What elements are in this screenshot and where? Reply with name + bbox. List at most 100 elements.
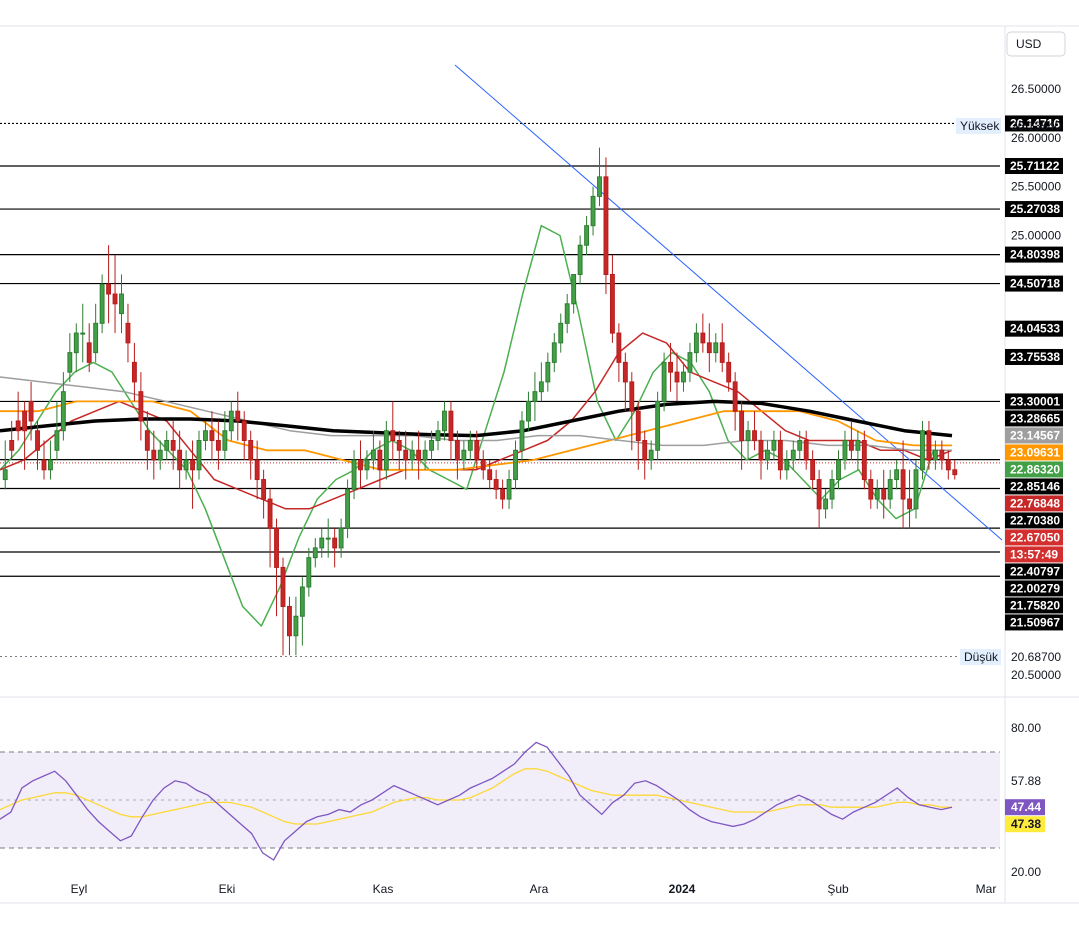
- candle-body: [448, 410, 454, 441]
- candle: [538, 362, 544, 402]
- candle: [726, 352, 732, 392]
- price-tag-bg: [1005, 444, 1063, 461]
- rsi-tag-label: 47.38: [1011, 817, 1041, 831]
- price-tag-label: 25.27038: [1010, 202, 1060, 216]
- low-value: 20.68700: [1011, 650, 1061, 664]
- candle-body: [422, 449, 428, 461]
- candle: [816, 469, 822, 529]
- candle: [577, 235, 583, 285]
- rsi-tick-label: 20.00: [1011, 865, 1041, 879]
- price-tag-bg: [1005, 478, 1063, 495]
- price-tag-bg: [1005, 597, 1063, 614]
- candle: [480, 450, 486, 480]
- candle-body: [739, 410, 745, 441]
- candle: [435, 420, 441, 451]
- candle: [383, 420, 389, 480]
- candle-body: [726, 361, 732, 383]
- candle-body: [648, 449, 654, 461]
- candle-body: [248, 439, 254, 461]
- rsi-tag-bg: [1005, 816, 1045, 833]
- price-tag: 13:57:49: [1005, 546, 1063, 563]
- candle: [86, 323, 92, 373]
- candle-body: [842, 439, 848, 461]
- candle-body: [274, 527, 279, 568]
- candle-body: [9, 439, 15, 451]
- candle: [416, 430, 422, 480]
- candle: [519, 411, 525, 461]
- candle: [836, 450, 841, 490]
- moving-averages: [0, 224, 953, 627]
- candle: [235, 391, 241, 441]
- candle-body: [526, 400, 531, 422]
- candle-body: [442, 410, 447, 432]
- price-tag-bg: [1005, 495, 1063, 512]
- candle: [35, 420, 40, 470]
- candle-body: [532, 391, 538, 402]
- candle: [932, 440, 938, 470]
- candle-body: [829, 479, 835, 500]
- low-label: Düşük: [964, 650, 999, 664]
- candle-body: [370, 449, 376, 461]
- candle-body: [629, 381, 635, 412]
- price-tag-label: 26.14716: [1010, 116, 1060, 130]
- candle-body: [584, 225, 590, 246]
- candle: [609, 254, 615, 343]
- price-tick-label: 20.50000: [1011, 668, 1061, 682]
- candle-body: [86, 342, 92, 363]
- time-axis: Eyl Eki Kas Ara 2024 Şub Mar: [71, 882, 997, 896]
- candle: [164, 430, 170, 461]
- candle-body: [73, 332, 79, 354]
- candle: [874, 479, 880, 509]
- candle: [693, 323, 699, 363]
- candle-body: [823, 498, 829, 510]
- candle-body: [952, 469, 958, 476]
- candle: [60, 372, 66, 441]
- candle-body: [655, 400, 661, 451]
- candle-body: [112, 293, 118, 305]
- candle-body: [409, 449, 415, 461]
- candle: [170, 420, 176, 470]
- candle-body: [564, 303, 570, 324]
- candle: [771, 430, 777, 461]
- candle: [713, 333, 719, 363]
- candle-body: [926, 430, 932, 461]
- price-tag-label: 23.14567: [1010, 428, 1060, 442]
- candle: [584, 215, 590, 255]
- time-axis-label: Kas: [373, 882, 394, 896]
- time-axis-label: Ara: [530, 882, 549, 896]
- candle-body: [538, 381, 544, 393]
- candle-body: [745, 430, 751, 441]
- candle-body: [267, 498, 273, 529]
- candle-body: [861, 439, 867, 481]
- rsi-tag-bg: [1005, 799, 1045, 816]
- candle-body: [35, 430, 40, 451]
- candle: [635, 401, 641, 470]
- candle-body: [777, 439, 783, 471]
- candle: [364, 450, 370, 480]
- price-tag-label: 22.00279: [1010, 581, 1060, 595]
- candle-body: [203, 430, 208, 441]
- high-value: 26.13540: [1011, 119, 1061, 133]
- candle-body: [706, 342, 712, 354]
- candle: [228, 401, 234, 441]
- candle: [190, 440, 195, 509]
- candle-body: [687, 352, 693, 373]
- candle-body: [765, 449, 770, 461]
- candle: [332, 528, 338, 568]
- candle-body: [506, 479, 512, 500]
- currency-button[interactable]: USD: [1006, 31, 1066, 57]
- candle: [765, 440, 770, 470]
- price-tag-bg: [1005, 410, 1063, 427]
- candle-body: [771, 439, 777, 451]
- candle-body: [939, 449, 945, 461]
- price-tag: 23.14567: [1005, 427, 1063, 444]
- candle-body: [855, 439, 861, 451]
- candle: [506, 469, 512, 509]
- price-tag-label: 24.50718: [1010, 277, 1060, 291]
- candle-body: [674, 371, 680, 383]
- candle: [719, 323, 725, 373]
- candle: [810, 450, 816, 490]
- candle: [681, 362, 686, 392]
- price-tag-label: 23.75538: [1010, 350, 1060, 364]
